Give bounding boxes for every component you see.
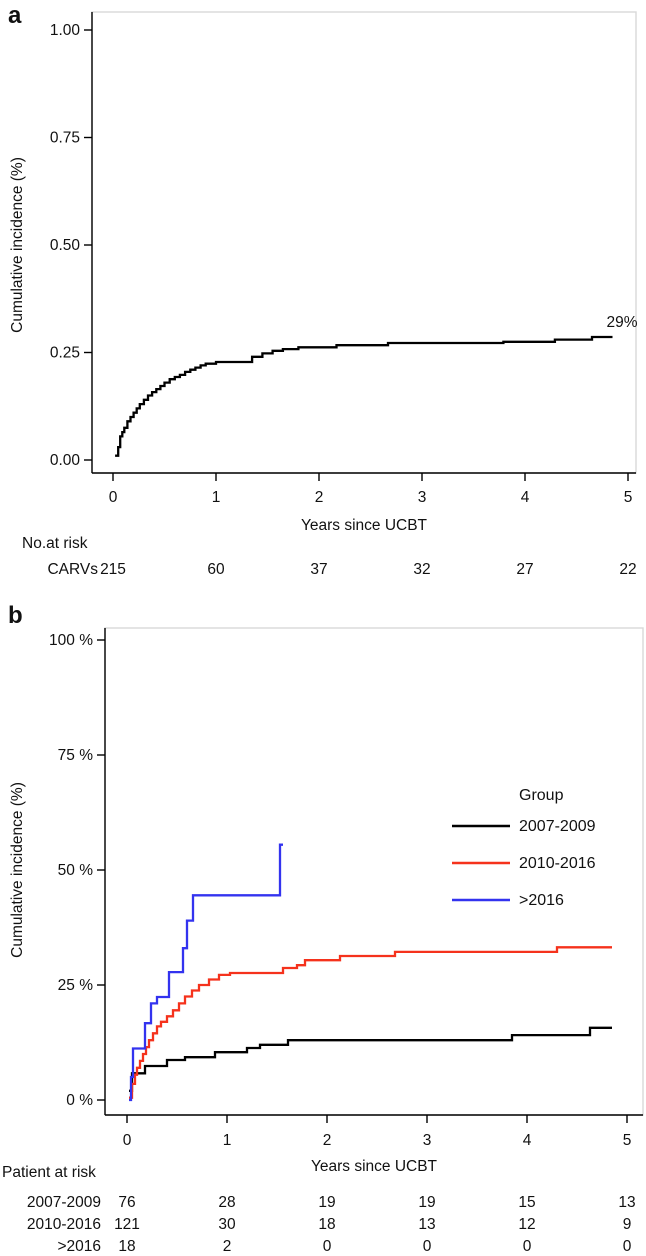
- risk-value: 0: [323, 1238, 332, 1255]
- risk-value: 13: [418, 1216, 435, 1233]
- risk-value: 60: [207, 561, 225, 578]
- risk-value: 27: [516, 561, 533, 578]
- risk-row-label: CARVs: [47, 561, 98, 578]
- series-curve-carvs: [115, 335, 613, 457]
- y-tick-label: 0.25: [50, 345, 80, 362]
- risk-value: 121: [114, 1216, 140, 1233]
- y-tick-label: 25 %: [58, 977, 94, 994]
- series-curve-2007-2009: [129, 1026, 612, 1092]
- risk-value: 19: [418, 1194, 435, 1211]
- x-tick-label: 5: [623, 1132, 632, 1149]
- panel-b-label: b: [8, 602, 23, 629]
- legend-title: Group: [519, 787, 564, 804]
- risk-value: 32: [413, 561, 430, 578]
- risk-table-title: No.at risk: [22, 535, 88, 552]
- y-tick-label: 50 %: [58, 862, 94, 879]
- legend-label: 2010-2016: [519, 855, 596, 872]
- x-tick-label: 2: [323, 1132, 332, 1149]
- risk-value: 22: [619, 561, 636, 578]
- plot-box: [91, 11, 637, 474]
- x-tick-label: 1: [212, 489, 221, 506]
- x-tick-label: 3: [418, 489, 427, 506]
- risk-value: 19: [318, 1194, 335, 1211]
- risk-value: 18: [118, 1238, 135, 1255]
- x-tick-label: 4: [523, 1132, 532, 1149]
- y-axis-title: Cumulative incidence (%): [9, 782, 26, 958]
- risk-value: 0: [523, 1238, 532, 1255]
- risk-row-label: 2007-2009: [27, 1194, 101, 1211]
- series-curve-2010-2016: [129, 946, 612, 1099]
- panel-a-label: a: [8, 2, 22, 29]
- x-tick-label: 0: [123, 1132, 132, 1149]
- y-tick-label: 0.00: [50, 452, 81, 469]
- x-tick-label: 5: [624, 489, 633, 506]
- y-tick-label: 1.00: [50, 22, 81, 39]
- risk-value: 37: [310, 561, 327, 578]
- risk-value: 12: [518, 1216, 535, 1233]
- legend-label: 2007-2009: [519, 818, 596, 835]
- y-tick-label: 0.75: [50, 130, 80, 147]
- x-tick-label: 4: [521, 489, 530, 506]
- x-tick-label: 0: [109, 489, 118, 506]
- risk-value: 2: [223, 1238, 232, 1255]
- legend-label: >2016: [519, 892, 564, 909]
- risk-value: 15: [518, 1194, 535, 1211]
- x-tick-label: 1: [223, 1132, 232, 1149]
- y-tick-label: 0.50: [50, 237, 81, 254]
- y-tick-label: 75 %: [58, 747, 94, 764]
- risk-value: 0: [623, 1238, 632, 1255]
- y-tick-label: 0 %: [66, 1092, 93, 1109]
- risk-value: 9: [623, 1216, 632, 1233]
- risk-value: 0: [423, 1238, 432, 1255]
- x-tick-label: 2: [315, 489, 324, 506]
- risk-row-label: >2016: [57, 1238, 101, 1255]
- risk-row-label: 2010-2016: [27, 1216, 101, 1233]
- risk-value: 28: [218, 1194, 235, 1211]
- x-tick-label: 3: [423, 1132, 432, 1149]
- y-tick-label: 100 %: [49, 632, 93, 649]
- y-axis-title: Cumulative incidence (%): [9, 157, 26, 333]
- x-axis-title: Years since UCBT: [301, 517, 428, 534]
- risk-value: 13: [618, 1194, 635, 1211]
- risk-value: 30: [218, 1216, 236, 1233]
- series-curve--2016: [129, 843, 283, 1102]
- risk-table-title: Patient at risk: [2, 1164, 96, 1181]
- endpoint-annotation: 29%: [607, 314, 638, 331]
- cumulative-incidence-chart-a: 0.00 0.25 0.50 0.75 1.00 0 1 2 3 4 5 Years since UC…: [9, 11, 638, 578]
- risk-value: 18: [318, 1216, 335, 1233]
- risk-value: 76: [118, 1194, 135, 1211]
- x-axis-title: Years since UCBT: [311, 1158, 438, 1175]
- risk-value: 215: [100, 561, 126, 578]
